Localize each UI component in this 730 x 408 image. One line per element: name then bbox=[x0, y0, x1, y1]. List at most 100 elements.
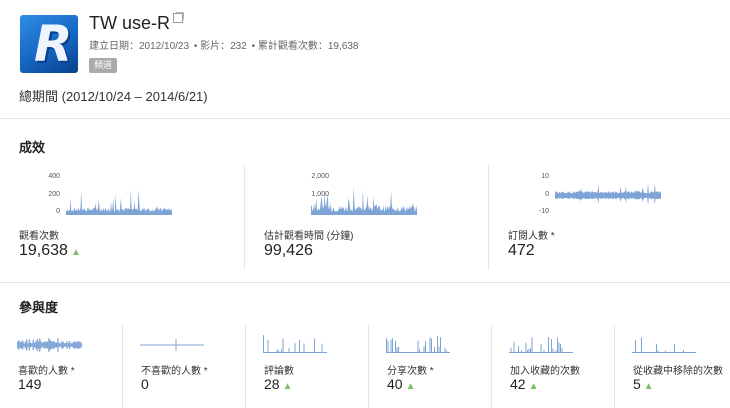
sparkline-bar bbox=[521, 350, 522, 353]
sparkline-bar bbox=[48, 338, 50, 352]
sparkline-bar bbox=[41, 343, 43, 347]
card-value-text: 40 bbox=[387, 376, 403, 392]
sparkline-bar bbox=[552, 348, 554, 353]
engagement-sparkline bbox=[140, 339, 204, 351]
sparkline-bar bbox=[62, 341, 64, 349]
card-value: 149 bbox=[18, 376, 44, 392]
sparkline-bar bbox=[72, 341, 75, 349]
watch-time-card[interactable]: 2,000 1,000 0 估計觀看時間 (分鐘) 99,426 bbox=[245, 165, 489, 270]
sparkline-bar bbox=[387, 340, 389, 353]
sparkline-bar bbox=[299, 339, 300, 353]
sparkline-bar bbox=[510, 347, 512, 353]
axis-tick: -10 bbox=[538, 208, 549, 215]
card-label: 訂閱人數 * bbox=[508, 231, 555, 242]
external-link-icon[interactable] bbox=[173, 13, 183, 23]
sparkline-bar bbox=[561, 348, 563, 353]
channel-title-text[interactable]: TW use-R bbox=[89, 13, 170, 33]
sparkline-bar bbox=[32, 339, 34, 350]
sparkline-bar bbox=[28, 339, 30, 351]
sparkline-bar bbox=[66, 341, 68, 349]
engagement-sparkline bbox=[263, 335, 327, 353]
sparkline-bar bbox=[425, 341, 426, 353]
sparkline-bar bbox=[19, 342, 21, 348]
views-card[interactable]: 400 200 0 觀看次數 19,638 ▲ bbox=[0, 165, 245, 270]
date-range: 總期間 (2012/10/24 – 2014/6/21) bbox=[19, 89, 208, 104]
engagement-card[interactable]: 從收藏中移除的次數 5 ▲ bbox=[615, 325, 730, 408]
card-value-text: 5 bbox=[633, 376, 641, 392]
sparkline-bar bbox=[59, 343, 62, 347]
engagement-card[interactable]: 不喜歡的人數 * 0 bbox=[123, 325, 246, 408]
card-value-text: 28 bbox=[264, 376, 280, 392]
sparkline-bar bbox=[440, 337, 441, 353]
card-value: 5 ▲ bbox=[633, 376, 654, 392]
sparkline-bar bbox=[518, 346, 519, 353]
sparkline-bar bbox=[78, 341, 80, 349]
sparkline-bar bbox=[76, 341, 79, 349]
total-views: 累計觀看次數：19,638 bbox=[257, 41, 359, 52]
card-label: 喜歡的人數 * bbox=[18, 366, 75, 377]
sparkline-bar bbox=[69, 341, 71, 349]
sparkline-bar bbox=[50, 341, 53, 349]
sparkline-bar bbox=[30, 342, 32, 348]
card-value: 28 ▲ bbox=[264, 376, 292, 392]
sparkline-bar bbox=[431, 338, 432, 353]
sparkline-bar bbox=[17, 341, 19, 349]
trend-up-icon: ▲ bbox=[643, 381, 654, 392]
sparkline-bar bbox=[57, 338, 59, 352]
engagement-card[interactable]: 評論數 28 ▲ bbox=[246, 325, 369, 408]
card-value: 472 bbox=[508, 242, 535, 260]
card-value-text: 149 bbox=[18, 376, 42, 392]
card-value: 19,638 ▲ bbox=[19, 242, 81, 260]
sparkline-bar bbox=[395, 340, 396, 353]
sparkline-bar bbox=[657, 350, 659, 353]
sparkline-bar bbox=[417, 340, 419, 353]
card-label: 不喜歡的人數 * bbox=[141, 366, 208, 377]
sparkline-bar bbox=[528, 348, 530, 353]
axis-tick: 2,000 bbox=[311, 173, 329, 180]
sparkline-bar bbox=[46, 341, 49, 349]
sparkline-bar bbox=[396, 347, 398, 353]
axis-tick: 400 bbox=[48, 173, 60, 180]
sparkline-bar bbox=[555, 350, 557, 353]
engagement-card[interactable]: 喜歡的人數 * 149 bbox=[0, 325, 123, 408]
sparkline-bar bbox=[49, 339, 51, 351]
sparkline-bar bbox=[386, 338, 387, 353]
sparkline-bar bbox=[294, 343, 296, 353]
sparkline-bar bbox=[321, 343, 323, 353]
sparkline-bar bbox=[18, 340, 20, 350]
engagement-sparkline bbox=[509, 337, 573, 353]
logo-letter-r: R bbox=[34, 15, 73, 73]
sparkline-bar bbox=[437, 336, 438, 353]
sparkline-bar bbox=[635, 340, 636, 353]
sparkline-bar bbox=[44, 341, 46, 349]
engagement-sparkline bbox=[386, 336, 450, 353]
sparkline-bar bbox=[558, 342, 560, 353]
sparkline-bar bbox=[23, 343, 25, 347]
trend-up-icon: ▲ bbox=[528, 381, 539, 392]
sparkline-bar bbox=[20, 341, 23, 349]
sparkline-bar bbox=[527, 350, 528, 353]
created-date: 建立日期：2012/10/23 bbox=[89, 41, 190, 52]
sparkline-bar bbox=[27, 343, 29, 347]
sparkline-bar bbox=[288, 348, 290, 353]
card-value-text: 472 bbox=[508, 242, 535, 259]
sparkline-bar bbox=[444, 347, 446, 353]
channel-badge: 頻道 bbox=[89, 58, 118, 73]
sparkline-bar bbox=[61, 341, 63, 349]
channel-logo[interactable]: R bbox=[20, 15, 78, 73]
card-label: 從收藏中移除的次數 bbox=[633, 366, 723, 377]
channel-title[interactable]: TW use-R bbox=[89, 13, 183, 34]
trend-up-icon: ▲ bbox=[282, 381, 293, 392]
sparkline-bar bbox=[303, 343, 305, 353]
sparkline-bar bbox=[45, 341, 47, 348]
sparkline-bar bbox=[398, 346, 399, 353]
sparkline-bar bbox=[37, 341, 40, 349]
sparkline-bar bbox=[33, 342, 36, 348]
channel-meta: 建立日期：2012/10/23 • 影片：232 • 累計觀看次數：19,638 bbox=[89, 41, 359, 52]
sparkline-bar bbox=[276, 349, 278, 353]
engagement-card[interactable]: 分享次數 * 40 ▲ bbox=[369, 325, 492, 408]
sparkline-bar bbox=[67, 343, 69, 347]
subscribers-card[interactable]: 10 0 -10 訂閱人數 * 472 bbox=[489, 165, 730, 270]
card-value: 99,426 bbox=[264, 242, 313, 260]
engagement-card[interactable]: 加入收藏的次數 42 ▲ bbox=[492, 325, 615, 408]
